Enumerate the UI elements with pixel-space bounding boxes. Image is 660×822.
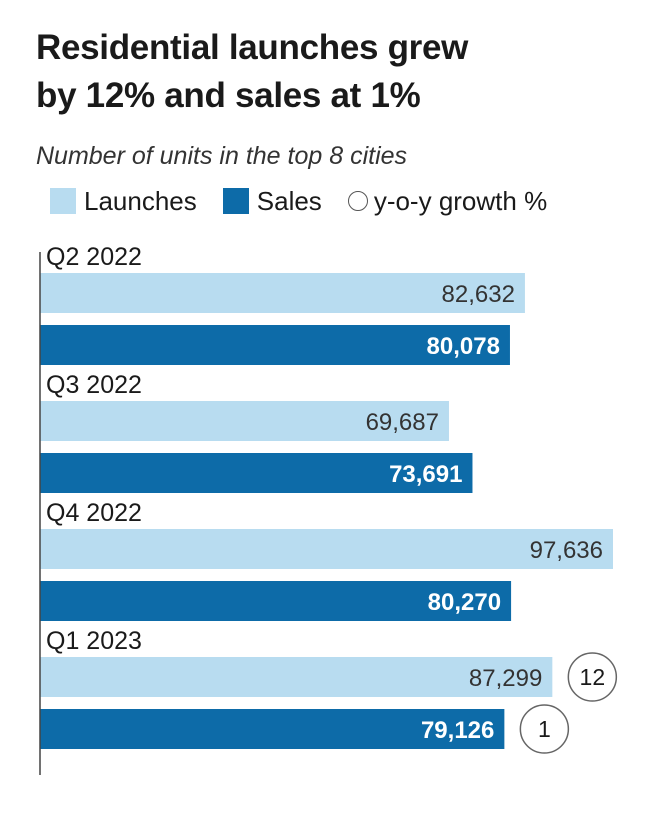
- launches-value-label: 87,299: [469, 665, 542, 692]
- launches-bar: [40, 529, 613, 569]
- legend-sales-label: Sales: [256, 185, 322, 216]
- growth-value-label: 12: [580, 664, 606, 690]
- growth-circle: [519, 704, 570, 754]
- legend-launches-swatch: [50, 188, 76, 214]
- legend-launches-label: Launches: [84, 185, 197, 216]
- category-label: Q1 2023: [46, 627, 142, 655]
- title-line-2: by 12% and sales at 1%: [36, 76, 421, 115]
- sales-value-label: 79,126: [421, 717, 494, 744]
- launches-bar: [40, 657, 553, 697]
- category-label: Q2 2022: [46, 243, 142, 271]
- category-label: Q3 2022: [46, 371, 142, 399]
- growth-circle: [567, 652, 618, 702]
- launches-value-label: 82,632: [442, 281, 515, 308]
- legend-launches: Launches: [50, 186, 197, 217]
- title-line-1: Residential launches grew: [36, 28, 469, 67]
- sales-bar: [40, 453, 473, 493]
- legend-growth-label: y-o-y growth %: [373, 185, 548, 216]
- launches-value-label: 69,687: [366, 409, 439, 436]
- launches-value-label: 97,636: [530, 537, 603, 564]
- sales-bar: [40, 581, 512, 621]
- sales-value-label: 73,691: [389, 461, 462, 488]
- sales-bar: [40, 709, 505, 749]
- legend-sales-swatch: [222, 188, 249, 214]
- sales-value-label: 80,078: [427, 333, 500, 360]
- launches-bar: [40, 401, 449, 441]
- chart-title: Residential launches grew by 12% and sal…: [36, 24, 636, 120]
- legend-growth: y-o-y growth %: [347, 185, 548, 217]
- launches-bar: [40, 273, 525, 313]
- legend: Launches Sales y-o-y growth %: [50, 186, 573, 216]
- growth-value-label: 1: [538, 716, 551, 742]
- legend-growth-circle: [347, 191, 368, 211]
- category-label: Q4 2022: [46, 499, 142, 527]
- chart-subtitle: Number of units in the top 8 cities: [36, 142, 408, 170]
- sales-value-label: 80,270: [428, 589, 501, 616]
- sales-bar: [40, 325, 510, 365]
- legend-sales: Sales: [222, 185, 322, 217]
